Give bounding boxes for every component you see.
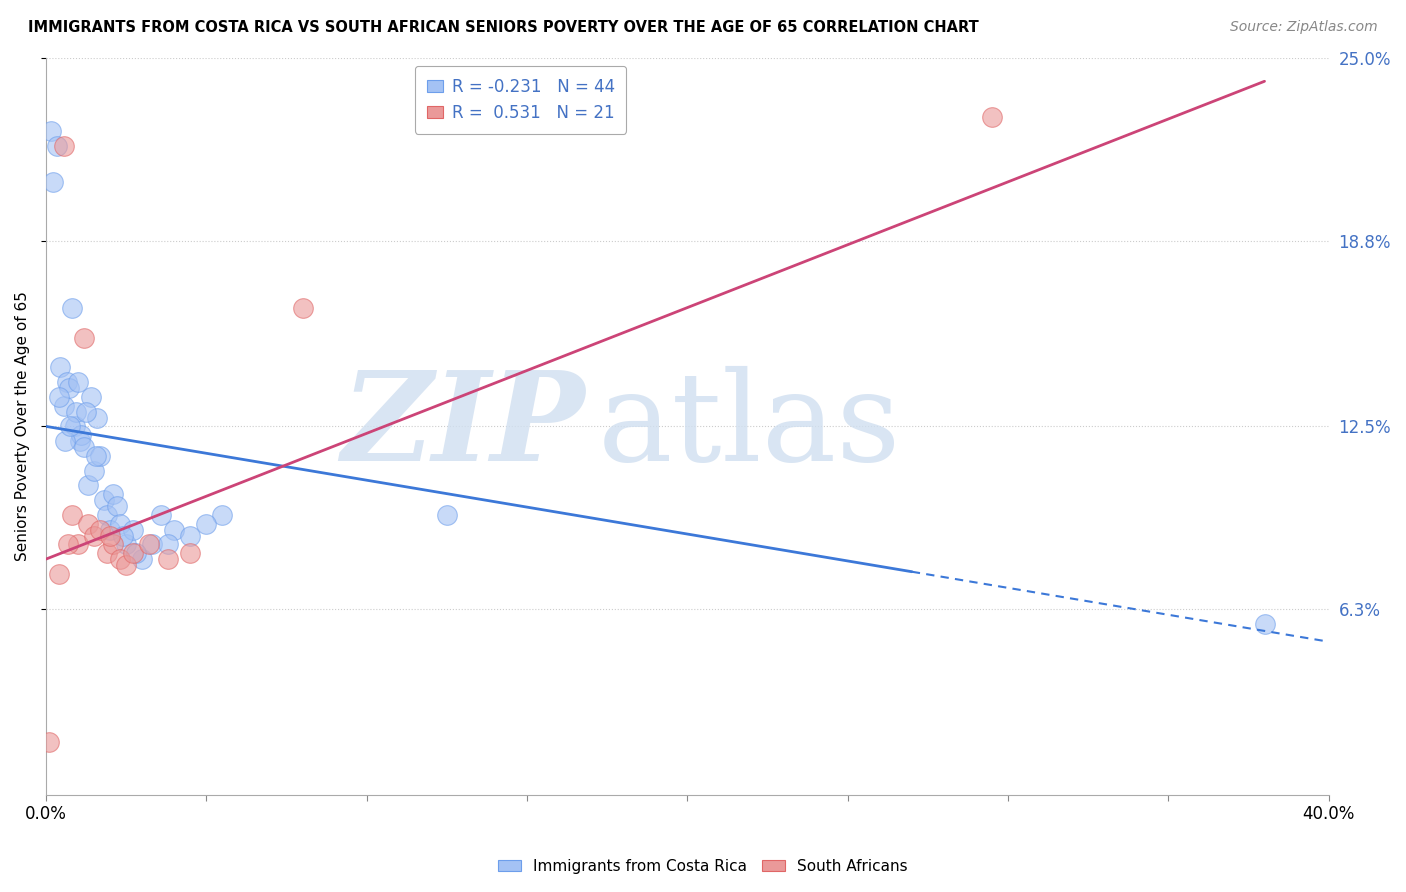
Point <box>179 546 201 560</box>
Text: Source: ZipAtlas.com: Source: ZipAtlas.com <box>1230 20 1378 34</box>
Point <box>179 528 201 542</box>
Point <box>70 428 93 442</box>
Point <box>89 449 111 463</box>
Point <box>73 331 96 345</box>
Point <box>291 301 314 316</box>
Legend: R = -0.231   N = 44, R =  0.531   N = 21: R = -0.231 N = 44, R = 0.531 N = 21 <box>415 66 626 134</box>
Point <box>60 508 83 522</box>
Point <box>121 546 143 560</box>
Point <box>103 487 125 501</box>
Point <box>56 375 79 389</box>
Point <box>96 546 118 560</box>
Point <box>211 508 233 522</box>
Point <box>49 360 72 375</box>
Point <box>131 552 153 566</box>
Point <box>67 375 90 389</box>
Point <box>111 528 134 542</box>
Point <box>48 390 70 404</box>
Point <box>138 537 160 551</box>
Point <box>52 399 75 413</box>
Text: ZIP: ZIP <box>340 366 585 487</box>
Point <box>67 537 90 551</box>
Point <box>89 523 111 537</box>
Point <box>156 552 179 566</box>
Point <box>156 537 179 551</box>
Point <box>59 419 82 434</box>
Point <box>96 508 118 522</box>
Point <box>108 552 131 566</box>
Point <box>80 390 103 404</box>
Point <box>75 404 97 418</box>
Point <box>436 508 458 522</box>
Point <box>65 404 87 418</box>
Point <box>53 434 76 449</box>
Point <box>141 537 163 551</box>
Text: IMMIGRANTS FROM COSTA RICA VS SOUTH AFRICAN SENIORS POVERTY OVER THE AGE OF 65 C: IMMIGRANTS FROM COSTA RICA VS SOUTH AFRI… <box>28 20 979 35</box>
Point <box>60 301 83 316</box>
Point <box>46 139 69 153</box>
Point <box>125 546 148 560</box>
Point <box>105 499 128 513</box>
Point <box>98 523 121 537</box>
Point <box>93 493 115 508</box>
Point <box>52 139 75 153</box>
Point <box>1253 617 1275 632</box>
Point <box>83 528 105 542</box>
Point <box>86 410 108 425</box>
Point <box>38 735 60 749</box>
Point <box>48 566 70 581</box>
Point <box>76 478 98 492</box>
Point <box>42 175 65 189</box>
Point <box>84 449 107 463</box>
Point <box>58 381 80 395</box>
Point <box>195 516 218 531</box>
Point <box>39 124 62 138</box>
Point <box>73 440 96 454</box>
Point <box>83 464 105 478</box>
Point <box>163 523 186 537</box>
Y-axis label: Seniors Poverty Over the Age of 65: Seniors Poverty Over the Age of 65 <box>15 292 30 561</box>
Point <box>58 537 80 551</box>
Point <box>115 558 138 572</box>
Point <box>115 537 138 551</box>
Point <box>63 419 86 434</box>
Point <box>76 516 98 531</box>
Point <box>121 523 143 537</box>
Point <box>69 434 91 449</box>
Legend: Immigrants from Costa Rica, South Africans: Immigrants from Costa Rica, South Africa… <box>492 853 914 880</box>
Text: atlas: atlas <box>598 366 901 487</box>
Point <box>150 508 173 522</box>
Point <box>103 537 125 551</box>
Point <box>98 528 121 542</box>
Point <box>981 110 1004 124</box>
Point <box>108 516 131 531</box>
